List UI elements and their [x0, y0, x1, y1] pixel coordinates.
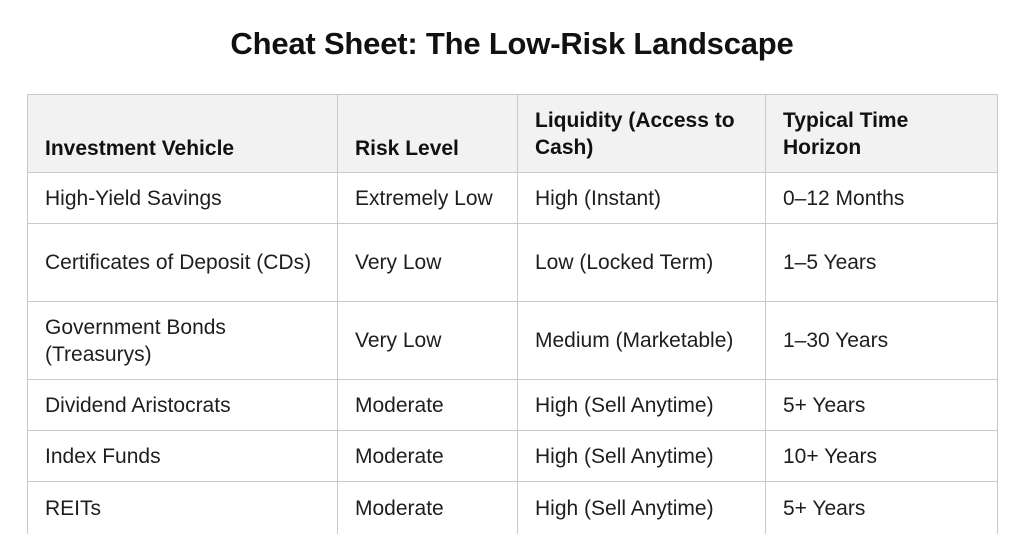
cell-risk-level: Extremely Low: [337, 172, 518, 224]
cell-investment-vehicle: Government Bonds (Treasurys): [27, 301, 338, 380]
column-header-liquidity: Liquidity (Access to Cash): [517, 94, 766, 173]
cell-risk-level: Moderate: [337, 379, 518, 431]
table-row: High-Yield Savings Extremely Low High (I…: [27, 172, 998, 224]
cell-time-horizon: 1–30 Years: [765, 301, 998, 380]
cell-risk-level: Very Low: [337, 223, 518, 302]
cell-risk-level: Moderate: [337, 481, 518, 534]
page-title: Cheat Sheet: The Low-Risk Landscape: [230, 26, 794, 61]
table-row: REITs Moderate High (Sell Anytime) 5+ Ye…: [27, 481, 998, 534]
column-header-risk-level: Risk Level: [337, 94, 518, 173]
column-header-time-horizon: Typical Time Horizon: [765, 94, 998, 173]
cell-investment-vehicle: REITs: [27, 481, 338, 534]
cell-time-horizon: 5+ Years: [765, 379, 998, 431]
cell-time-horizon: 0–12 Months: [765, 172, 998, 224]
cell-investment-vehicle: High-Yield Savings: [27, 172, 338, 224]
cell-time-horizon: 5+ Years: [765, 481, 998, 534]
cell-liquidity: Medium (Marketable): [517, 301, 766, 380]
cell-risk-level: Moderate: [337, 430, 518, 482]
cell-liquidity: High (Instant): [517, 172, 766, 224]
cell-liquidity: Low (Locked Term): [517, 223, 766, 302]
cell-investment-vehicle: Certificates of Deposit (CDs): [27, 223, 338, 302]
cell-investment-vehicle: Dividend Aristocrats: [27, 379, 338, 431]
table-row: Dividend Aristocrats Moderate High (Sell…: [27, 379, 998, 431]
table-row: Government Bonds (Treasurys) Very Low Me…: [27, 301, 998, 380]
cell-time-horizon: 1–5 Years: [765, 223, 998, 302]
cell-investment-vehicle: Index Funds: [27, 430, 338, 482]
table-row: Certificates of Deposit (CDs) Very Low L…: [27, 223, 998, 302]
table-row: Index Funds Moderate High (Sell Anytime)…: [27, 430, 998, 482]
cell-liquidity: High (Sell Anytime): [517, 481, 766, 534]
cell-liquidity: High (Sell Anytime): [517, 379, 766, 431]
cell-time-horizon: 10+ Years: [765, 430, 998, 482]
table-header-row: Investment Vehicle Risk Level Liquidity …: [27, 94, 998, 173]
comparison-table: Investment Vehicle Risk Level Liquidity …: [27, 94, 998, 534]
cell-risk-level: Very Low: [337, 301, 518, 380]
column-header-investment-vehicle: Investment Vehicle: [27, 94, 338, 173]
cell-liquidity: High (Sell Anytime): [517, 430, 766, 482]
